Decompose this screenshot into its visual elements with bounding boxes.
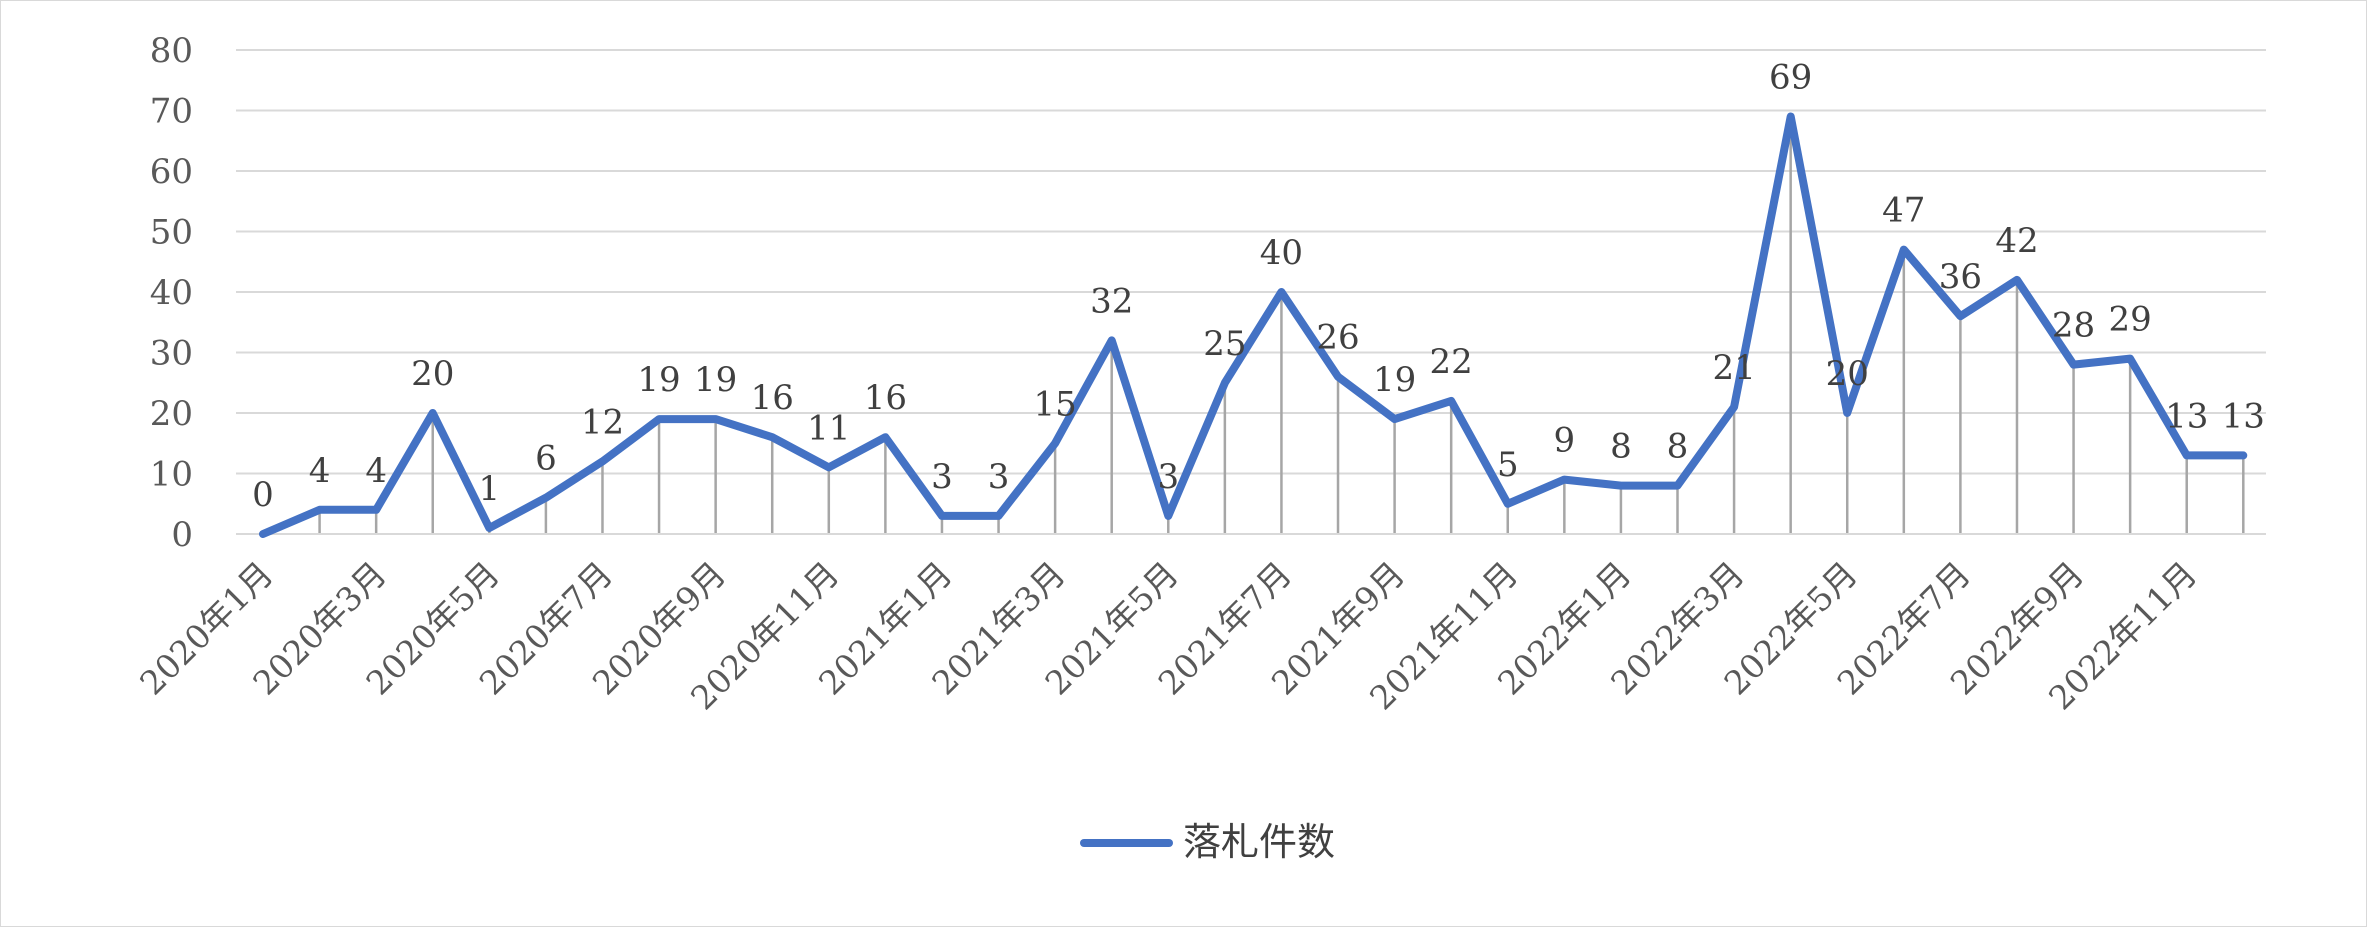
data-label: 3 — [1157, 457, 1179, 497]
data-label: 16 — [751, 378, 794, 418]
y-axis-ticks: 0 10 20 30 40 50 60 70 80 — [150, 31, 193, 555]
data-label: 19 — [637, 360, 680, 400]
data-label: 8 — [1667, 427, 1689, 467]
data-label: 29 — [2109, 300, 2152, 340]
data-label: 40 — [1260, 233, 1303, 273]
data-label: 28 — [2052, 306, 2095, 346]
data-label: 0 — [252, 475, 274, 515]
data-label: 13 — [2165, 396, 2208, 436]
y-tick-label: 60 — [150, 152, 193, 192]
y-tick-label: 0 — [171, 515, 193, 555]
y-tick-label: 50 — [150, 213, 193, 253]
y-tick-label: 10 — [150, 455, 193, 495]
data-label: 1 — [478, 469, 500, 509]
data-label: 25 — [1203, 324, 1246, 364]
y-tick-label: 30 — [150, 334, 193, 374]
data-label: 9 — [1554, 421, 1576, 461]
data-label: 69 — [1769, 58, 1812, 98]
series-line — [259, 112, 2248, 538]
y-tick-label: 40 — [150, 273, 193, 313]
data-label: 20 — [411, 354, 454, 394]
data-label: 42 — [1995, 221, 2038, 261]
data-label: 19 — [1373, 360, 1416, 400]
data-label: 16 — [864, 378, 907, 418]
data-label: 32 — [1090, 281, 1133, 321]
legend-label: 落札件数 — [1183, 820, 1335, 864]
data-label: 4 — [365, 451, 387, 491]
gridlines — [236, 49, 2266, 475]
data-label: 5 — [1497, 445, 1519, 485]
data-label: 47 — [1882, 191, 1925, 231]
data-label: 19 — [694, 360, 737, 400]
data-label: 22 — [1430, 342, 1473, 382]
data-label: 11 — [807, 408, 850, 448]
legend: 落札件数 — [1080, 820, 1335, 864]
data-label: 15 — [1033, 384, 1076, 424]
data-label: 13 — [2222, 396, 2265, 436]
data-label: 8 — [1610, 427, 1632, 467]
y-tick-label: 80 — [150, 31, 193, 71]
data-label: 21 — [1712, 348, 1755, 388]
drop-lines — [318, 116, 2245, 534]
data-label: 3 — [988, 457, 1010, 497]
data-label: 4 — [309, 451, 331, 491]
y-tick-label: 70 — [150, 92, 193, 132]
data-label: 6 — [535, 439, 557, 479]
x-axis-ticks: 2020年1月2020年3月2020年5月2020年7月2020年9月2020年… — [132, 554, 2204, 717]
data-label: 20 — [1826, 354, 1869, 394]
data-label: 3 — [931, 457, 953, 497]
data-label: 26 — [1316, 318, 1359, 358]
data-label: 36 — [1939, 257, 1982, 297]
data-label: 12 — [581, 402, 624, 442]
y-tick-label: 20 — [150, 394, 193, 434]
